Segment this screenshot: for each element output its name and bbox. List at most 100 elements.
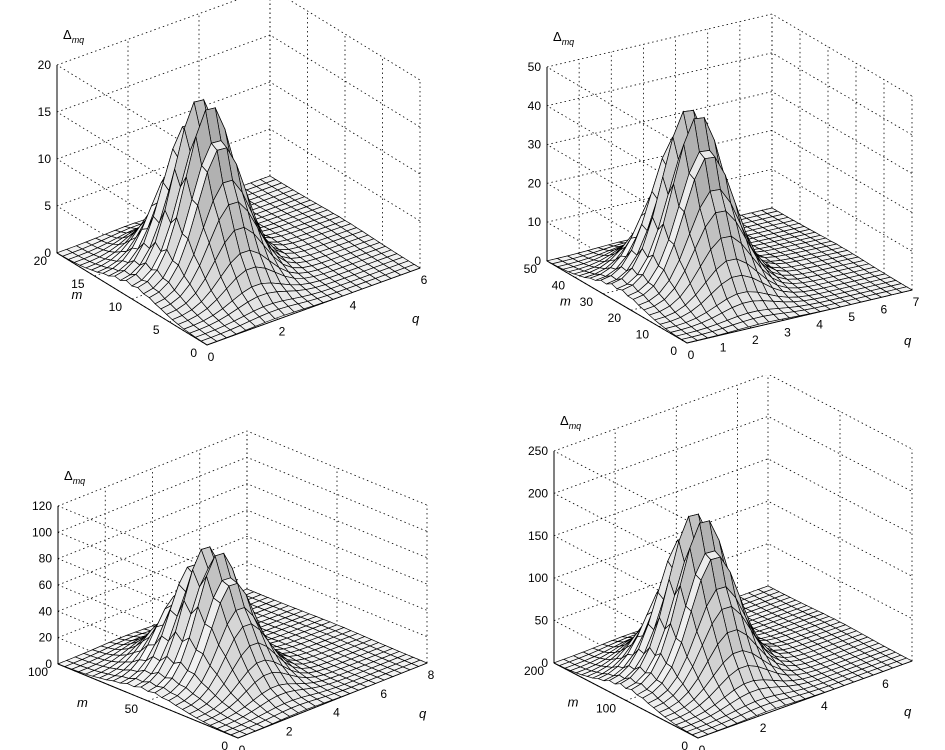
q-tick-label: 4 (350, 299, 357, 313)
z-tick-label: 0 (541, 656, 548, 670)
surface-facet (200, 337, 218, 346)
m-tick-label: 10 (109, 300, 123, 314)
q-tick-label: 6 (380, 687, 387, 701)
surface (553, 513, 913, 739)
z-tick-label: 50 (535, 614, 549, 628)
grid-line (553, 450, 699, 527)
z-tick-label: 50 (528, 60, 542, 74)
m-axis-line (57, 663, 239, 739)
z-tick-label: 150 (528, 529, 548, 543)
z-tick-label: 20 (38, 58, 52, 72)
m-axis-title: m (560, 293, 571, 308)
m-tick-label: 30 (580, 295, 594, 309)
surface-facet (230, 731, 248, 739)
m-tick-label: 20 (34, 254, 48, 268)
m-tick-label: 200 (524, 664, 544, 678)
q-tick-label: 2 (286, 724, 293, 738)
q-tick-label: 3 (784, 325, 791, 339)
m-tick-label: 0 (190, 346, 197, 360)
grid-line (546, 91, 913, 174)
q-tick-label: 4 (816, 318, 823, 332)
z-tick-label: 40 (528, 99, 542, 113)
grid-line (546, 66, 688, 150)
m-tick-label: 0 (681, 739, 688, 750)
z-axis-title-sub: mq (562, 37, 575, 47)
surface-plot-4: 0 50 100 150 200 250 0 2 4 6 0 100 200 q m Δmq (524, 375, 913, 750)
z-tick-label: 20 (39, 631, 53, 645)
q-axis-title: q (412, 311, 420, 326)
z-axis-title-sub: mq (72, 35, 85, 45)
z-axis-title: Δmq (553, 29, 574, 47)
q-tick-label: 7 (913, 295, 920, 309)
z-tick-label: 100 (528, 571, 548, 585)
grid-line (57, 535, 428, 612)
q-axis-title: q (419, 706, 427, 721)
z-tick-label: 0 (44, 246, 51, 260)
q-tick-label: 2 (760, 721, 767, 735)
grid-line (553, 415, 913, 494)
z-axis-title-sub: mq (569, 421, 582, 431)
q-tick-label: 5 (848, 310, 855, 324)
grid-line (57, 456, 428, 533)
surface (56, 98, 421, 346)
m-tick-label: 20 (608, 311, 622, 325)
z-tick-label: 0 (534, 254, 541, 268)
z-tick-label: 10 (38, 152, 52, 166)
m-tick-label: 50 (125, 702, 139, 716)
m-axis-line (546, 260, 688, 344)
q-tick-label: 4 (333, 706, 340, 720)
grid-line (57, 509, 428, 586)
z-tick-label: 30 (528, 138, 542, 152)
surface-facet (691, 730, 709, 739)
z-axis-title: Δmq (560, 413, 581, 431)
grid-line (56, 81, 421, 175)
z-tick-label: 40 (39, 604, 53, 618)
grid-line (56, 128, 421, 222)
m-axis-title: m (568, 694, 579, 709)
z-tick-label: 10 (528, 215, 542, 229)
m-axis-line (553, 662, 699, 739)
z-axis-title-main: Δ (64, 468, 73, 483)
q-tick-label: 0 (699, 743, 706, 750)
z-tick-label: 0 (45, 657, 52, 671)
m-axis-line (56, 252, 208, 346)
z-tick-label: 200 (528, 486, 548, 500)
m-tick-label: 100 (28, 665, 48, 679)
q-axis-title: q (904, 333, 912, 348)
q-tick-label: 6 (881, 303, 888, 317)
grid-line (56, 0, 421, 81)
z-axis-title-main: Δ (560, 413, 569, 428)
grid-line (57, 483, 428, 560)
m-tick-label: 0 (670, 344, 677, 358)
z-tick-label: 60 (39, 578, 53, 592)
q-tick-label: 1 (720, 340, 727, 354)
z-tick-label: 20 (528, 176, 542, 190)
m-axis-title: m (72, 287, 83, 302)
q-tick-label: 0 (688, 348, 695, 362)
surface (546, 109, 913, 344)
tick-labels: 0 50 100 150 200 250 0 2 4 6 0 100 200 (524, 444, 889, 750)
z-tick-label: 80 (39, 552, 53, 566)
z-axis-title-main: Δ (553, 29, 562, 44)
q-tick-label: 2 (752, 333, 759, 347)
z-tick-label: 15 (38, 105, 52, 119)
m-tick-label: 10 (636, 328, 650, 342)
z-axis-title: Δmq (63, 27, 84, 45)
q-tick-label: 4 (821, 699, 828, 713)
grid-line (56, 34, 421, 128)
grid-line (553, 458, 913, 537)
grid-line (546, 129, 913, 213)
m-tick-label: 0 (221, 739, 228, 750)
q-tick-label: 6 (882, 677, 889, 691)
m-tick-label: 50 (524, 262, 538, 276)
grid-line (553, 375, 913, 452)
q-tick-label: 0 (239, 743, 246, 750)
z-tick-label: 100 (32, 525, 52, 539)
q-axis-title: q (904, 704, 912, 719)
